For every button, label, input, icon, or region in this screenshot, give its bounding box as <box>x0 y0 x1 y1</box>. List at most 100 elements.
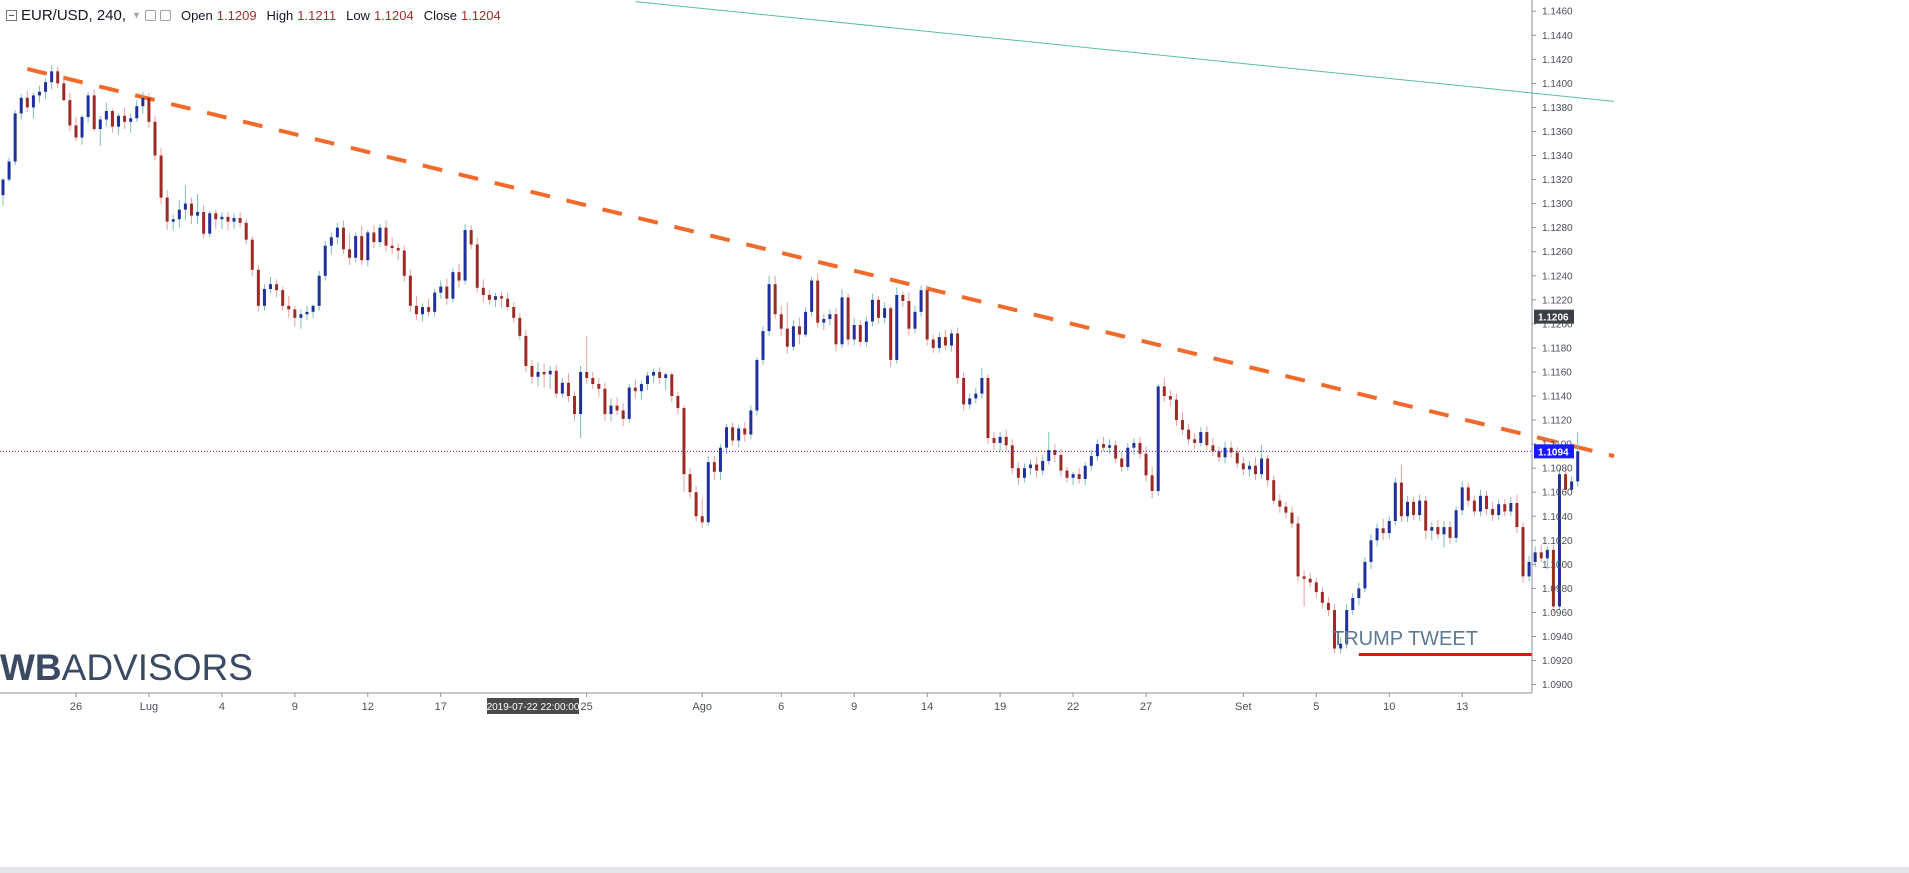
candle <box>1199 427 1203 447</box>
candle <box>1418 494 1422 522</box>
candle-body <box>1320 592 1324 603</box>
candle <box>779 305 783 336</box>
candle <box>183 185 187 221</box>
settings-icon[interactable] <box>159 9 171 21</box>
candle <box>214 209 218 229</box>
y-tick-label: 1.1420 <box>1542 55 1573 66</box>
candle-body <box>1199 432 1203 443</box>
candle <box>1205 426 1209 451</box>
candle <box>1539 545 1543 562</box>
candle <box>31 92 35 119</box>
candle-body <box>1527 561 1531 577</box>
x-tick-label: 9 <box>851 701 857 713</box>
candle <box>1253 457 1257 481</box>
x-tick-label: 6 <box>778 701 784 713</box>
candle <box>864 316 868 347</box>
candle-body <box>1150 475 1154 491</box>
candle-body <box>366 232 370 261</box>
candle <box>1393 477 1397 526</box>
candle <box>1120 451 1124 472</box>
candle <box>1035 457 1039 478</box>
candle <box>1345 604 1349 649</box>
candle-body <box>220 216 224 220</box>
current-price-badge-label: 1.1206 <box>1538 313 1569 324</box>
candle-body <box>1144 453 1148 476</box>
candle-body <box>1515 503 1519 528</box>
candle-body <box>1521 527 1525 577</box>
candle-body <box>153 121 157 156</box>
candle-body <box>1114 445 1118 459</box>
candle <box>877 296 881 324</box>
candle-body <box>1187 429 1191 440</box>
candle <box>1114 440 1118 464</box>
candle <box>1369 534 1373 570</box>
candle <box>463 224 467 285</box>
candle <box>1284 501 1288 519</box>
candle <box>737 424 741 448</box>
candle-body <box>1296 523 1300 577</box>
candle-body <box>287 305 291 310</box>
candle-body <box>281 290 285 306</box>
candle <box>171 214 175 231</box>
candle-body <box>390 245 394 249</box>
candle-body <box>110 111 114 127</box>
candle-body <box>50 71 54 83</box>
candle-body <box>773 284 777 315</box>
candle <box>1405 495 1409 523</box>
candle-body <box>573 396 577 415</box>
candle-body <box>512 307 516 318</box>
symbol-label[interactable]: EUR/USD, 240, <box>21 6 127 24</box>
candle-body <box>670 374 674 397</box>
candle <box>1022 463 1026 483</box>
candle <box>1333 604 1337 654</box>
candle <box>293 305 297 327</box>
x-tick-label: 22 <box>1067 701 1079 713</box>
close-value: 1.1204 <box>460 7 501 23</box>
candle-body <box>1472 500 1476 512</box>
y-tick-label: 1.0940 <box>1542 632 1573 643</box>
candle-body <box>487 294 491 300</box>
candle <box>1059 448 1063 477</box>
candle-body <box>1132 442 1136 448</box>
candle-body <box>1424 500 1428 531</box>
candle <box>785 302 789 354</box>
candle <box>25 90 29 113</box>
candle-body <box>1460 487 1464 511</box>
candle <box>1503 499 1507 517</box>
candle <box>110 108 114 133</box>
candle <box>1448 521 1452 544</box>
collapse-icon[interactable] <box>6 9 17 21</box>
candle <box>688 468 692 499</box>
candle-body <box>13 113 17 162</box>
candle-body <box>1083 465 1087 479</box>
candle <box>791 320 795 351</box>
candle-body <box>7 161 11 180</box>
candle <box>1314 577 1318 599</box>
candle <box>1 178 5 207</box>
candle <box>767 275 771 336</box>
candle-body <box>1035 464 1039 471</box>
candle <box>858 320 862 347</box>
eye-icon[interactable] <box>144 9 156 21</box>
trump-tweet-annotation: TRUMP TWEET <box>1332 628 1478 650</box>
high-label: High <box>266 7 294 23</box>
candle <box>536 362 540 387</box>
candle <box>1399 464 1403 523</box>
candle-body <box>925 290 929 340</box>
candle-body <box>919 290 923 312</box>
candle <box>1095 439 1099 461</box>
y-tick-label: 1.0980 <box>1542 584 1573 595</box>
candle <box>1557 468 1561 611</box>
candle-body <box>171 219 175 222</box>
candle <box>80 114 84 145</box>
chevron-down-icon[interactable]: ▼ <box>132 10 141 20</box>
candle-body <box>883 308 887 318</box>
candle-body <box>104 111 108 120</box>
candle-body <box>1399 482 1403 517</box>
candle <box>1089 450 1093 471</box>
candle-body <box>1260 458 1264 475</box>
candle <box>579 365 583 439</box>
candle-body <box>603 388 607 415</box>
x-tick-label: 17 <box>435 701 447 713</box>
